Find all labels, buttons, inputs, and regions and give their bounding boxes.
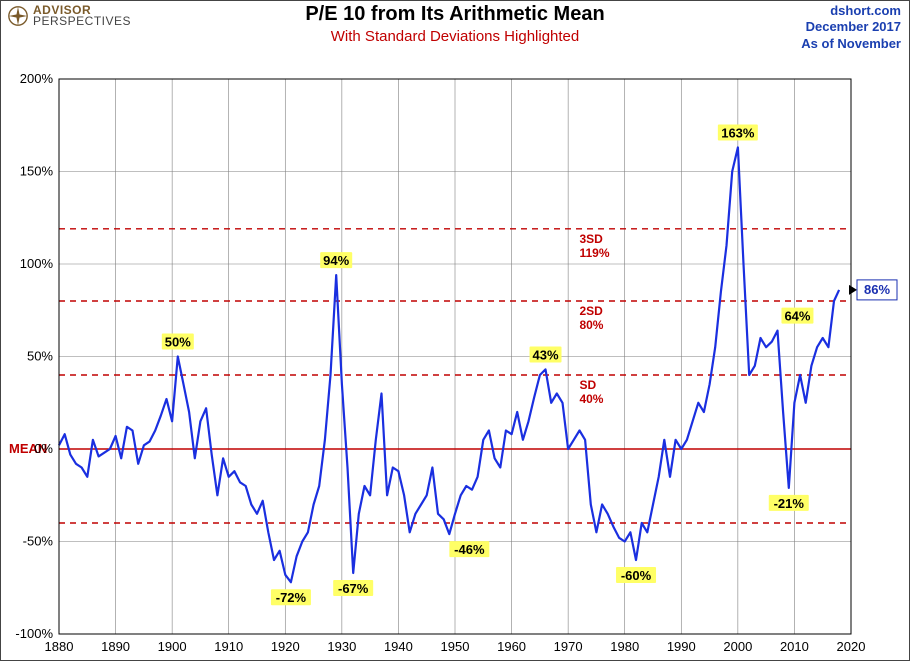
sd-label: 40% xyxy=(579,392,603,406)
peak-label: -67% xyxy=(338,581,369,596)
sd-label: 3SD xyxy=(579,232,603,246)
x-tick: 1980 xyxy=(610,639,639,654)
peak-label: 64% xyxy=(784,309,810,324)
callout-value: 86% xyxy=(864,282,890,297)
x-tick: 1970 xyxy=(554,639,583,654)
y-tick: 0% xyxy=(34,441,53,456)
x-tick: 1920 xyxy=(271,639,300,654)
x-tick: 2020 xyxy=(837,639,866,654)
chart-header: ADVISOR PERSPECTIVES P/E 10 from Its Ari… xyxy=(1,1,909,59)
x-tick: 1960 xyxy=(497,639,526,654)
chart-plot-area: SD40%2SD80%3SD119%MEAN188018901900191019… xyxy=(1,59,909,660)
sd-label: 80% xyxy=(579,318,603,332)
peak-label: -60% xyxy=(621,568,652,583)
x-tick: 1950 xyxy=(441,639,470,654)
peak-label: -46% xyxy=(454,542,485,557)
chart-container: ADVISOR PERSPECTIVES P/E 10 from Its Ari… xyxy=(0,0,910,661)
sd-label: 2SD xyxy=(579,304,603,318)
y-tick: 50% xyxy=(27,349,53,364)
x-tick: 2010 xyxy=(780,639,809,654)
peak-label: 163% xyxy=(721,125,755,140)
sd-label: SD xyxy=(579,378,596,392)
peak-label: -21% xyxy=(774,496,805,511)
asof-label: As of November xyxy=(801,36,901,52)
date-label: December 2017 xyxy=(801,19,901,35)
peak-label: -72% xyxy=(276,590,307,605)
x-tick: 1890 xyxy=(101,639,130,654)
y-tick: 100% xyxy=(20,256,54,271)
y-tick: -50% xyxy=(23,534,54,549)
chart-subtitle: With Standard Deviations Highlighted xyxy=(1,28,909,45)
x-tick: 1910 xyxy=(214,639,243,654)
x-tick: 1900 xyxy=(158,639,187,654)
peak-label: 94% xyxy=(323,253,349,268)
callout-arrow-icon xyxy=(849,285,857,295)
sd-label: 119% xyxy=(579,246,609,260)
y-tick: 200% xyxy=(20,71,54,86)
x-tick: 2000 xyxy=(723,639,752,654)
source-label: dshort.com xyxy=(801,3,901,19)
peak-label: 43% xyxy=(532,347,558,362)
x-tick: 1940 xyxy=(384,639,413,654)
y-tick: 150% xyxy=(20,164,54,179)
x-tick: 1990 xyxy=(667,639,696,654)
chart-title: P/E 10 from Its Arithmetic Mean xyxy=(1,3,909,26)
x-tick: 1880 xyxy=(45,639,74,654)
peak-label: 50% xyxy=(165,335,191,350)
x-tick: 1930 xyxy=(327,639,356,654)
y-tick: -100% xyxy=(15,626,53,641)
